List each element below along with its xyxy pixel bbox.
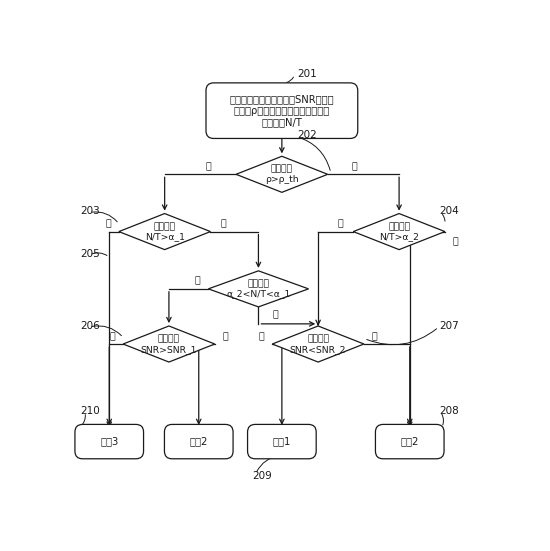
Text: 否: 否	[352, 162, 358, 171]
Text: 否: 否	[338, 219, 343, 229]
Polygon shape	[208, 271, 309, 307]
Text: 210: 210	[81, 406, 101, 415]
Text: 检测是否
α_2<N/T<α_1: 检测是否 α_2<N/T<α_1	[226, 279, 290, 299]
Text: 是: 是	[258, 332, 265, 341]
Text: 是: 是	[109, 332, 116, 341]
Text: 检测是否
N/T>α_2: 检测是否 N/T>α_2	[379, 222, 419, 241]
Text: 检测是否
N/T>α_1: 检测是否 N/T>α_1	[145, 222, 185, 241]
Text: 是: 是	[195, 277, 201, 286]
Text: 模式1: 模式1	[273, 436, 291, 447]
Text: 203: 203	[81, 206, 101, 216]
FancyBboxPatch shape	[248, 424, 316, 459]
Text: 模式2: 模式2	[190, 436, 208, 447]
Text: 检测是否
SNR<SNR_2: 检测是否 SNR<SNR_2	[290, 334, 346, 354]
Text: 208: 208	[439, 406, 459, 415]
Polygon shape	[123, 326, 214, 362]
Text: 205: 205	[81, 249, 101, 258]
FancyBboxPatch shape	[206, 83, 358, 138]
Text: 201: 201	[297, 69, 317, 79]
Text: 检测是否
SNR>SNR_1: 检测是否 SNR>SNR_1	[141, 334, 197, 354]
Polygon shape	[119, 214, 211, 250]
Text: 检测是否
ρ>ρ_th: 检测是否 ρ>ρ_th	[265, 165, 299, 184]
Text: 202: 202	[297, 130, 317, 140]
Text: 是: 是	[206, 162, 212, 171]
Polygon shape	[272, 326, 364, 362]
FancyBboxPatch shape	[164, 424, 233, 459]
Text: 否: 否	[372, 332, 377, 341]
Text: 209: 209	[252, 471, 272, 481]
Text: 否: 否	[223, 332, 228, 341]
Text: 基站获取得到用户信噪比SNR，信道
相关度ρ以及打开元件数与相干时间
长度之比N/T: 基站获取得到用户信噪比SNR，信道 相关度ρ以及打开元件数与相干时间 长度之比N…	[229, 94, 334, 127]
Text: 206: 206	[81, 321, 101, 331]
Text: 模式3: 模式3	[100, 436, 118, 447]
Text: 是: 是	[453, 237, 459, 247]
Text: 否: 否	[273, 310, 278, 319]
Polygon shape	[353, 214, 445, 250]
FancyBboxPatch shape	[376, 424, 444, 459]
Text: 模式2: 模式2	[400, 436, 419, 447]
Text: 否: 否	[221, 219, 226, 229]
Text: 204: 204	[439, 206, 459, 216]
Polygon shape	[236, 156, 328, 192]
Text: 是: 是	[105, 219, 111, 229]
FancyBboxPatch shape	[75, 424, 144, 459]
Text: 207: 207	[439, 321, 459, 331]
